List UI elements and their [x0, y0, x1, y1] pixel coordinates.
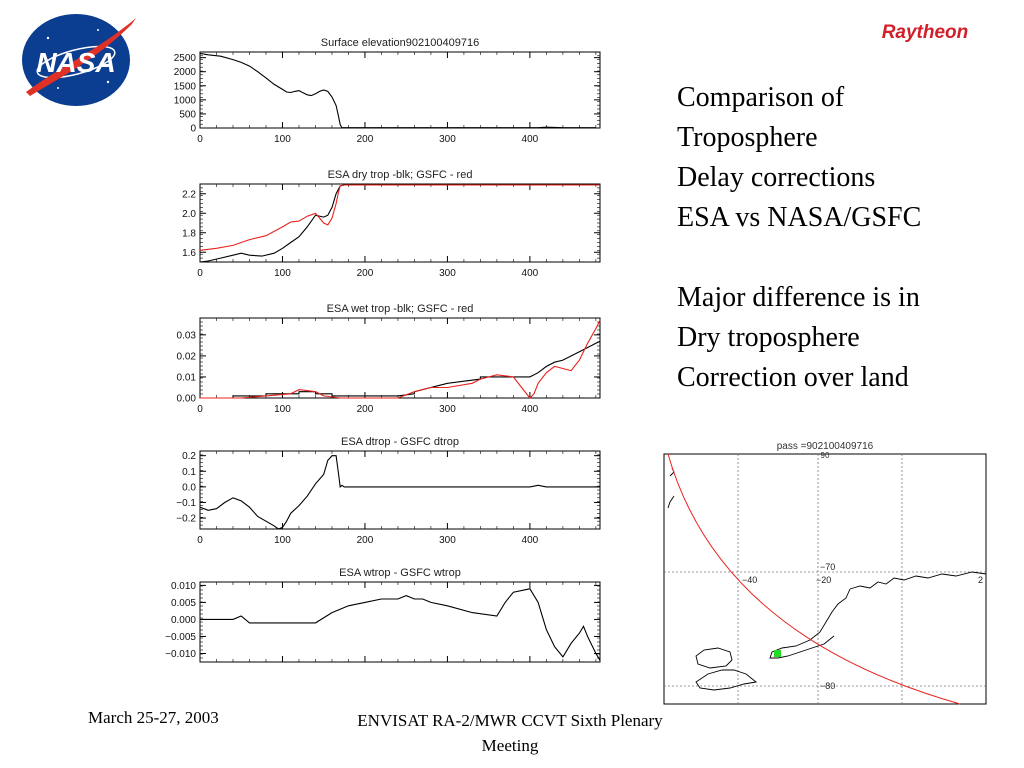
nasa-vector-swoosh	[26, 18, 136, 96]
x-tick-label: 200	[357, 268, 374, 279]
y-tick-label: 1000	[174, 95, 197, 106]
map-graticule	[664, 454, 986, 704]
comment-line: Comparison of	[677, 82, 845, 113]
chart-title: ESA wet trop -blk; GSFC - red	[327, 303, 474, 315]
y-tick-label: 1.8	[182, 228, 196, 239]
y-tick-label: 0.005	[171, 598, 196, 609]
lon-label: −40	[742, 575, 757, 585]
y-tick-label: 0.01	[177, 372, 197, 383]
y-tick-label: 2000	[174, 67, 197, 78]
y-tick-label: 0.000	[171, 615, 196, 626]
chart-title: Surface elevation902100409716	[321, 37, 479, 49]
plot-frame	[199, 51, 601, 129]
comment-line: Correction over land	[677, 362, 909, 393]
coastline	[667, 467, 987, 691]
nasa-logo: NASA	[18, 10, 138, 110]
y-tick-label: 0.010	[171, 581, 196, 592]
plot-frame	[199, 317, 601, 399]
surface-elevation-chart: Surface elevation90210040971605001000150…	[174, 37, 601, 145]
chart-title: ESA dry trop -blk; GSFC - red	[328, 169, 473, 181]
comment-line: ESA vs NASA/GSFC	[677, 202, 922, 233]
y-tick-label: −0.1	[176, 498, 196, 509]
esa-series-line	[199, 455, 600, 530]
x-tick-label: 300	[439, 268, 456, 279]
plot-frame	[199, 183, 601, 263]
x-tick-label: 300	[439, 134, 456, 145]
gsfc-series-line	[200, 319, 601, 399]
y-tick-label: 0.0	[182, 482, 196, 493]
y-tick-label: 1.6	[182, 248, 196, 259]
nasa-wordmark: NASA	[36, 47, 115, 78]
chart-title: ESA wtrop - GSFC wtrop	[339, 567, 461, 579]
y-tick-label: −0.010	[165, 649, 196, 660]
plot-frame	[199, 581, 601, 663]
satellite-ground-track	[667, 453, 961, 705]
dry-trop-chart: ESA dry trop -blk; GSFC - red 1.6 1.8 2.0 2.…	[182, 169, 601, 279]
y-tick-label: −0.005	[165, 632, 196, 643]
x-tick-label: 100	[274, 268, 291, 279]
y-tick-label: 0.1	[182, 467, 196, 478]
chart-title: ESA dtrop - GSFC dtrop	[341, 436, 459, 448]
raytheon-logo: Raytheon	[881, 22, 969, 43]
gsfc-series-line	[199, 184, 600, 251]
esa-series-line	[199, 184, 600, 263]
comment-line: Dry troposphere	[677, 322, 860, 353]
comment-line: Delay corrections	[677, 162, 876, 193]
y-tick-label: 0.02	[177, 351, 197, 362]
x-tick-label: 400	[522, 268, 539, 279]
y-tick-label: 500	[179, 109, 196, 120]
map-corner-label: 90	[821, 451, 830, 460]
y-tick-label: 2.2	[182, 189, 196, 200]
x-tick-label: 200	[357, 404, 374, 415]
x-tick-label: 0	[197, 268, 203, 279]
y-tick-label: 0.03	[177, 330, 197, 341]
x-tick-label: 0	[197, 134, 203, 145]
y-tick-label: 1500	[174, 81, 197, 92]
y-tick-label: 2500	[174, 53, 197, 64]
lon-label: 2	[978, 575, 983, 585]
x-tick-label: 400	[522, 535, 539, 546]
esa-series-line	[200, 340, 601, 399]
y-tick-label: 0	[190, 124, 196, 135]
footer-date: March 25-27, 2003	[88, 708, 219, 727]
footer-meeting: ENVISAT RA-2/MWR CCVT Sixth Plenary Meet…	[357, 711, 663, 755]
lat-label: −70	[820, 562, 835, 572]
x-tick-label: 400	[522, 134, 539, 145]
map-frame	[663, 453, 987, 705]
x-tick-label: 100	[274, 404, 291, 415]
x-tick-label: 100	[274, 134, 291, 145]
x-tick-label: 100	[274, 535, 291, 546]
x-tick-label: 200	[357, 134, 374, 145]
x-tick-label: 300	[439, 404, 456, 415]
x-tick-label: 200	[357, 535, 374, 546]
wtrop-difference-chart: ESA wtrop - GSFC wtrop −0.010 −0.005 0.000 0…	[165, 567, 601, 663]
x-tick-label: 300	[439, 535, 456, 546]
comment-line: Major difference is in	[677, 282, 920, 313]
lon-label: −20	[816, 575, 831, 585]
y-tick-label: 0.00	[177, 394, 197, 405]
esa-series-line	[199, 52, 596, 129]
y-tick-label: 2.0	[182, 209, 196, 220]
y-tick-label: −0.2	[176, 514, 196, 525]
slide-commentary: Comparison of Troposphere Delay correcti…	[677, 78, 1017, 398]
lat-label: −80	[820, 681, 835, 691]
x-tick-label: 400	[522, 404, 539, 415]
track-position-marker	[774, 650, 781, 657]
y-tick-label: 0.2	[182, 451, 196, 462]
map-title: pass =902100409716	[777, 441, 874, 452]
x-tick-label: 0	[197, 535, 203, 546]
charts-column: Surface elevation90210040971605001000150…	[165, 37, 601, 663]
x-tick-label: 0	[197, 404, 203, 415]
dtrop-difference-chart: ESA dtrop - GSFC dtrop −0.2 −0.1 0.0 0.1 0.2 0…	[176, 436, 601, 546]
comment-line: Troposphere	[677, 122, 818, 153]
esa-series-line	[200, 588, 601, 661]
ground-track-map: pass =902100409716 90 −40 −20 2 −70 −80	[663, 441, 987, 705]
wet-trop-chart: ESA wet trop -blk; GSFC - red 0.00 0.01 0.0…	[177, 303, 601, 415]
